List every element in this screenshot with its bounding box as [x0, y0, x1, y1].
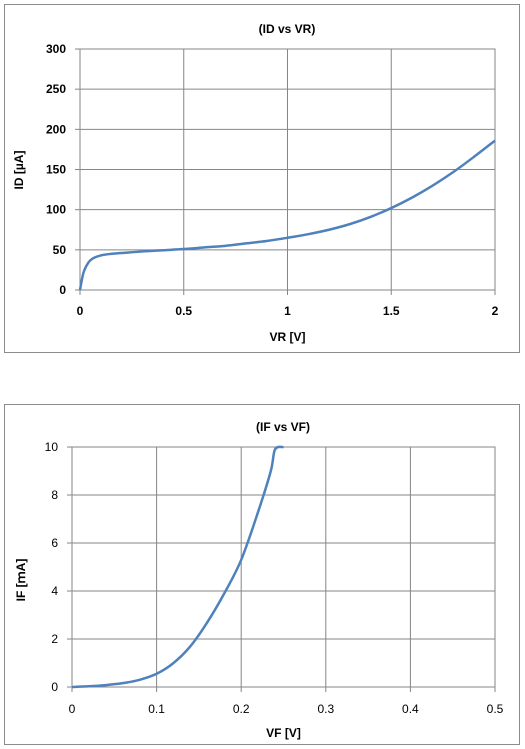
x-tick-label: 0.1 [148, 702, 165, 716]
x-tick-label: 1.5 [383, 304, 400, 318]
y-tick-label: 100 [46, 203, 66, 217]
series-line-id-vs-vr [78, 139, 496, 291]
x-tick-label: 1 [284, 304, 291, 318]
x-tick-label: 0 [77, 304, 84, 318]
x-tick-label: 2 [492, 304, 499, 318]
chart-if-vs-vf: (IF vs VF) 0 2 4 6 8 10 0 0.1 0.2 0.3 0.4 0.5 VF [V] I… [14, 420, 504, 740]
x-tick-label: 0.2 [233, 702, 250, 716]
y-tick-label: 6 [51, 536, 58, 550]
y-tick-label: 150 [46, 163, 66, 177]
y-tick-label: 2 [51, 632, 58, 646]
y-tick-label: 200 [46, 122, 66, 136]
x-axis-label: VF [V] [266, 726, 301, 740]
y-tick-label: 10 [45, 440, 59, 454]
x-tick-label: 0.4 [402, 702, 419, 716]
chart-id-vs-vr: (ID vs VR) 0 50 100 150 200 250 300 0 0.5 1 1.5 2 VR … [12, 22, 499, 344]
series-line-if-vs-vf [71, 445, 284, 689]
y-tick-label: 8 [51, 488, 58, 502]
y-tick-label: 300 [46, 42, 66, 56]
chart-panel-id-vs-vr: (ID vs VR) 0 50 100 150 200 250 300 0 0.5 1 1.5 2 VR … [4, 4, 520, 353]
x-axis-label: VR [V] [270, 330, 306, 344]
x-tick-label: 0.5 [487, 702, 504, 716]
y-tick-label: 0 [59, 283, 66, 297]
y-tick-label: 4 [51, 584, 58, 598]
y-tick-label: 250 [46, 82, 66, 96]
chart-title: (IF vs VF) [256, 420, 310, 434]
chart-panel-if-vs-vf: (IF vs VF) 0 2 4 6 8 10 0 0.1 0.2 0.3 0.4 0.5 VF [V] I… [4, 404, 520, 745]
y-tick-label: 50 [53, 243, 67, 257]
x-tick-label: 0 [69, 702, 76, 716]
x-tick-label: 0.3 [317, 702, 334, 716]
y-axis-label: IF [ｍA] [14, 559, 28, 602]
chart-title: (ID vs VR) [259, 22, 316, 36]
y-tick-label: 0 [51, 680, 58, 694]
plot-area [71, 446, 496, 688]
y-axis-label: ID [µA] [12, 151, 26, 190]
x-tick-label: 0.5 [175, 304, 192, 318]
